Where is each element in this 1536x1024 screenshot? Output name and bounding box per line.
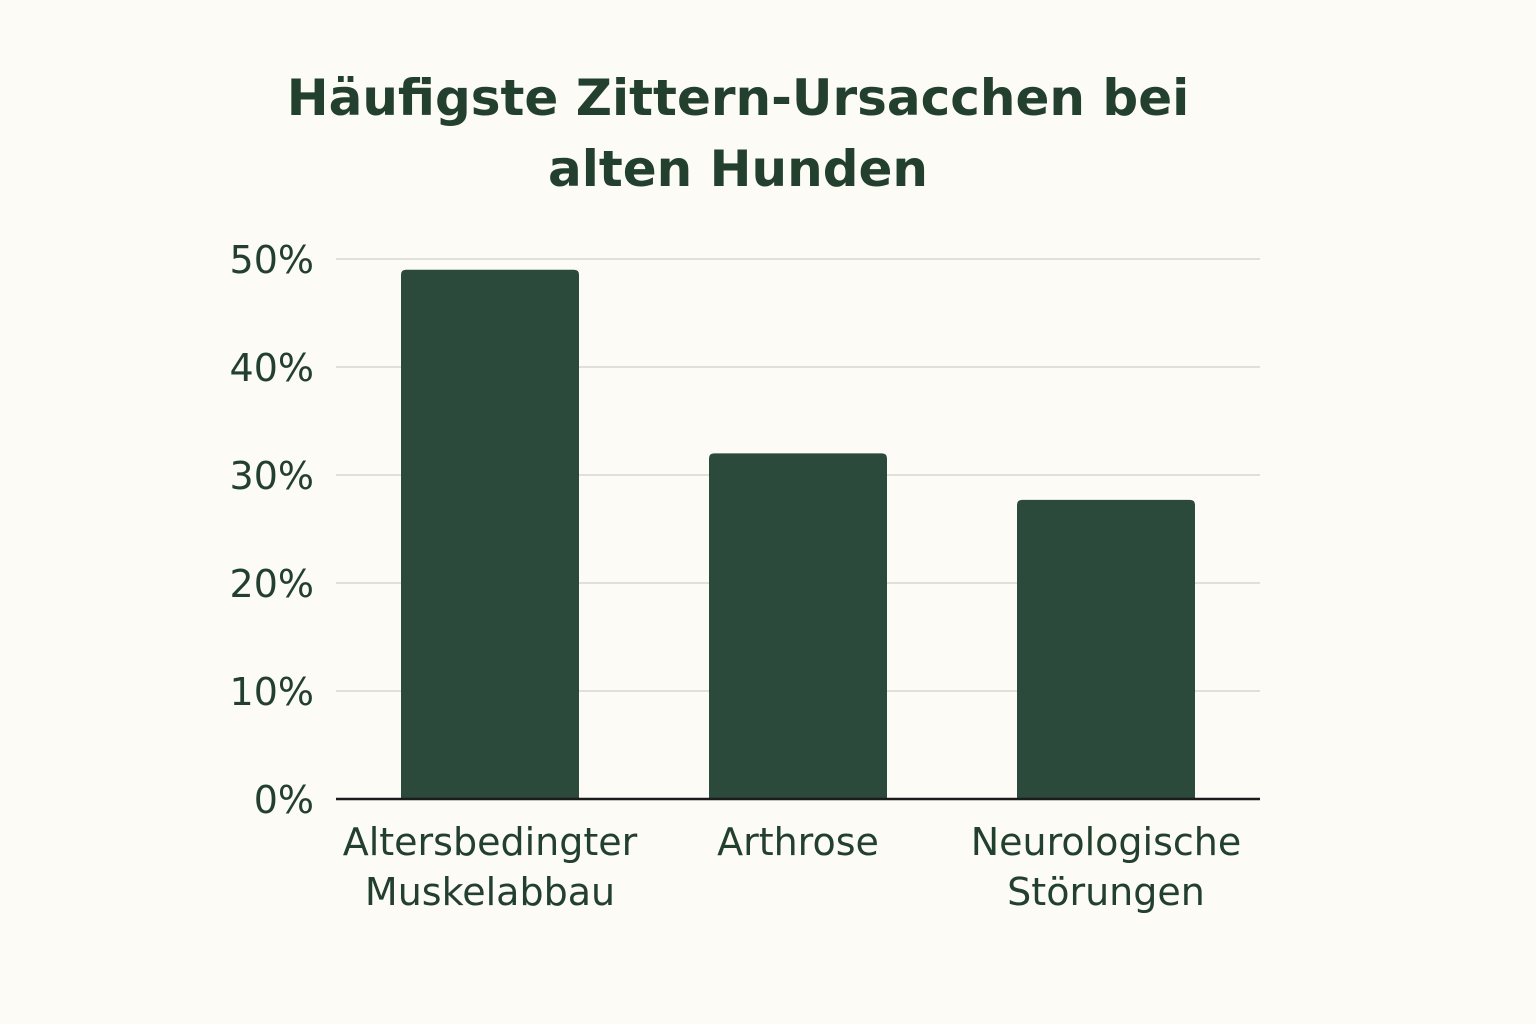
chart-title: Häufigste Zittern-Ursacchen bei alten Hu…: [287, 69, 1190, 198]
x-category-label: Altersbedingter: [343, 820, 638, 864]
bar-0: [401, 269, 579, 799]
x-category-label: Störungen: [1007, 870, 1205, 914]
x-category-label: Arthrose: [717, 820, 879, 864]
y-axis-ticks: 0% 10% 20% 30% 40% 50%: [230, 238, 314, 822]
chart-title-line-1: Häufigste Zittern-Ursacchen bei: [287, 69, 1190, 127]
bars: [401, 269, 1195, 799]
chart-title-line-2: alten Hunden: [548, 140, 928, 198]
bar-1: [709, 453, 887, 799]
bar-2: [1017, 499, 1195, 799]
y-tick-label: 10%: [230, 670, 314, 714]
y-tick-label: 20%: [230, 562, 314, 606]
y-tick-label: 0%: [254, 778, 314, 822]
x-category-label: Muskelabbau: [365, 870, 615, 914]
x-axis-category-labels: Altersbedingter Muskelabbau Arthrose Neurol…: [343, 820, 1242, 914]
x-category-label: Neurologische: [971, 820, 1242, 864]
y-tick-label: 30%: [230, 454, 314, 498]
y-tick-label: 50%: [230, 238, 314, 282]
y-tick-label: 40%: [230, 346, 314, 390]
